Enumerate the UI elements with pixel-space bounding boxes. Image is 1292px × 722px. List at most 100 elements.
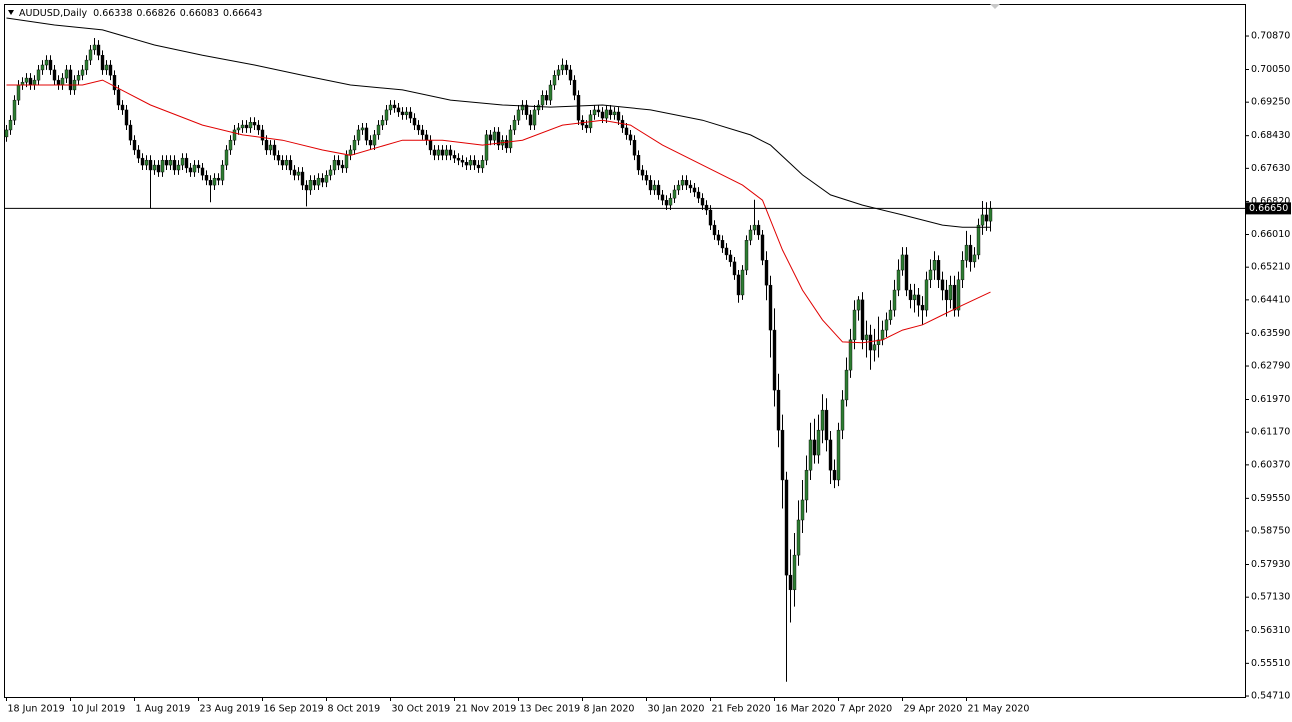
candle-body [192,164,197,173]
y-tick-label: 0.57130 [1251,592,1290,603]
candle-body [708,209,713,226]
candle-body [200,167,205,176]
menu-arrow[interactable] [8,10,14,15]
candle-body [512,119,517,131]
candle-body [196,164,201,169]
candle-body [304,184,309,191]
candle-body [296,171,301,176]
candle-body [360,127,365,131]
candle-body [660,194,665,201]
candle-body [380,119,385,126]
candle-body [732,261,737,276]
candle-body [488,134,493,141]
candle-body [368,139,373,146]
candle-body [336,159,341,166]
candle-body [848,339,853,371]
candle-body [776,389,781,431]
candle-body [236,127,241,131]
candle-body [920,304,925,311]
x-tick-label: 16 Sep 2019 [264,704,324,715]
x-tick-label: 10 Jul 2019 [72,704,126,715]
candle-body [824,409,829,441]
candle-body [328,169,333,176]
candle-body [832,469,837,481]
candle-body [436,149,441,156]
candle-body [228,139,233,151]
candle-body [652,184,657,191]
candle-body [376,124,381,136]
candle-body [332,159,337,171]
moving-average [6,17,991,228]
candle-body [984,214,989,222]
candle-body [716,234,721,241]
header-close: 0.66643 [223,8,262,19]
candle-body [396,107,401,113]
candle-body [28,77,33,86]
candle-body [272,144,277,156]
candle-body [456,157,461,161]
y-tick-label: 0.66010 [1251,229,1290,240]
candle-body [156,164,161,173]
candle-body [728,254,733,263]
y-tick-label: 0.63590 [1251,328,1290,339]
candle-body [516,109,521,121]
candle-body [240,124,245,129]
price-label: 0.66650 [1249,203,1288,214]
candle-body [696,191,701,199]
candle-body [60,77,65,86]
candle-body [880,329,885,341]
price-label-box [1246,202,1291,215]
candle-body [876,339,881,345]
candle-body [664,200,669,206]
candle-body [420,129,425,136]
candle-body [120,104,125,111]
candle-body [684,179,689,186]
candle-body [128,124,133,141]
x-tick-label: 23 Aug 2019 [200,704,261,715]
candle-body [820,409,825,431]
candle-body [36,69,41,81]
candle-body [536,104,541,111]
candle-body [84,59,89,71]
candle-body [392,104,397,109]
candle-body [900,254,905,271]
candle-body [492,131,497,141]
candle-body [44,59,49,66]
x-tick-label: 30 Jan 2020 [648,704,705,715]
candle-body [644,175,649,181]
candle-body [760,234,765,261]
candle-body [524,104,529,116]
candle-body [112,75,117,91]
candle-body [604,109,609,119]
candle-body [924,279,929,311]
candle-body [624,127,629,136]
y-tick-label: 0.61170 [1251,427,1290,438]
candle-body [32,79,37,86]
candle-body [48,59,53,71]
candle-body [612,111,617,116]
plot-border [4,4,1246,698]
candle-body [140,157,145,166]
candle-body [548,84,553,101]
candle-body [932,260,937,271]
candle-body [132,139,137,151]
candle-body [556,69,561,76]
candle-body [872,344,877,351]
x-tick-label: 16 Mar 2020 [776,704,836,715]
y-tick-label: 0.57930 [1251,559,1290,570]
candle-body [576,95,581,121]
candle-body [188,167,193,173]
x-tick-label: 21 Nov 2019 [456,704,517,715]
x-tick-label: 7 Apr 2020 [840,704,893,715]
candle-body [416,124,421,131]
candle-body [964,244,969,261]
candle-body [152,164,157,171]
candle-body [740,269,745,296]
y-tick-label: 0.56310 [1251,625,1290,636]
candle-body [300,171,305,186]
candle-body [564,64,569,71]
candle-body [632,139,637,156]
candle-body [460,159,465,163]
x-tick-label: 8 Jan 2020 [584,704,635,715]
candle-body [16,84,21,101]
